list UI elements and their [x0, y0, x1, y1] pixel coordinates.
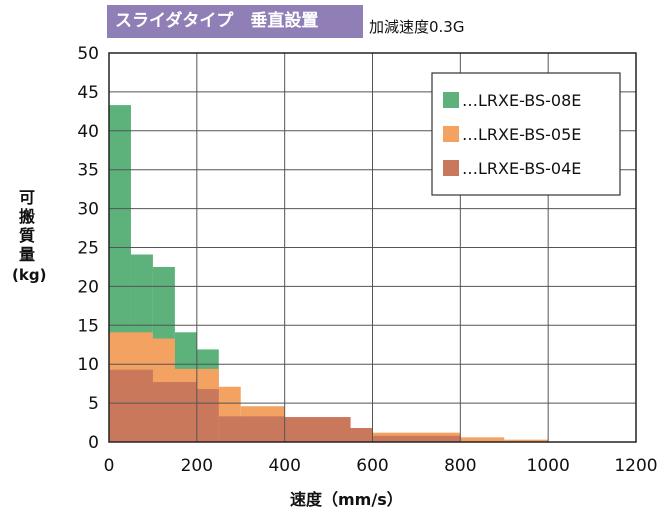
y-axis-unit: (kg) [12, 266, 47, 284]
x-tick-labels: 0 200 400 600 800 1000 1200 [104, 456, 658, 476]
bar-series-2 [460, 437, 505, 442]
legend-label: …LRXE-BS-05E [462, 125, 581, 144]
x-tick-label: 0 [104, 456, 115, 476]
legend-label: …LRXE-BS-04E [462, 159, 581, 178]
bar-series-3 [284, 417, 351, 442]
bar-series-2 [504, 439, 549, 442]
chart-subtitle: 加減速度0.3G [369, 18, 465, 36]
x-tick-label: 1200 [614, 456, 657, 476]
y-tick-label: 0 [88, 433, 99, 453]
x-tick-label: 200 [181, 456, 213, 476]
x-tick-label: 800 [444, 456, 476, 476]
bar-series-3 [196, 389, 219, 442]
y-tick-label: 20 [77, 277, 99, 297]
bar-series-3 [372, 435, 461, 442]
bar-series-3 [350, 428, 373, 442]
y-tick-label: 15 [77, 316, 99, 336]
legend-swatch [443, 160, 459, 176]
y-tick-label: 25 [77, 239, 99, 259]
bar-series-3 [218, 416, 285, 442]
y-tick-labels: 0 5 10 15 20 25 30 35 40 45 50 [77, 44, 99, 453]
x-tick-label: 1000 [527, 456, 570, 476]
y-axis-label-char: 量 [18, 245, 35, 264]
y-axis-label-char: 搬 [18, 207, 35, 226]
y-axis-label: 可 搬 質 量 (kg) [12, 188, 47, 285]
y-tick-label: 50 [77, 44, 99, 64]
legend: …LRXE-BS-08E …LRXE-BS-05E …LRXE-BS-04E [431, 72, 621, 196]
legend-swatch [443, 92, 459, 108]
y-tick-label: 40 [77, 122, 99, 142]
legend-swatch [443, 126, 459, 142]
y-tick-label: 30 [77, 200, 99, 220]
x-tick-label: 400 [268, 456, 300, 476]
bar-series-3 [109, 369, 153, 442]
bar-series-3 [152, 382, 197, 442]
chart-title: スライダタイプ 垂直設置 [107, 5, 363, 38]
y-tick-label: 10 [77, 355, 99, 375]
y-axis-label-char: 可 [18, 188, 35, 207]
y-tick-label: 5 [88, 394, 99, 414]
plot-frame [108, 52, 637, 443]
y-axis-label-char: 質 [18, 226, 35, 245]
y-tick-label: 35 [77, 161, 99, 181]
x-tick-label: 600 [356, 456, 388, 476]
legend-label: …LRXE-BS-08E [462, 91, 581, 110]
x-axis-label: 速度（mm/s） [290, 490, 403, 509]
legend-box [431, 72, 621, 196]
y-tick-label: 45 [77, 83, 99, 103]
